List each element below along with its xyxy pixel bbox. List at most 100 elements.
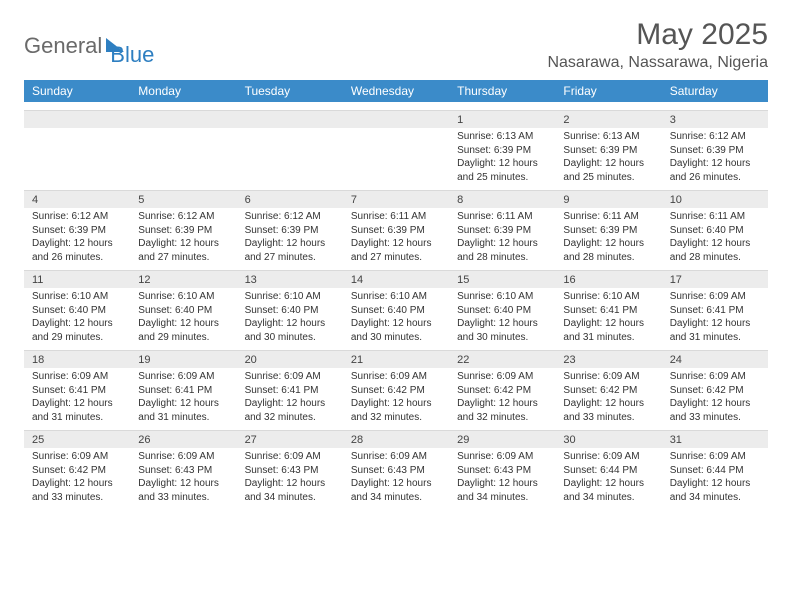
calendar-table: Sunday Monday Tuesday Wednesday Thursday… [24,80,768,102]
daylight-text: Daylight: 12 hours and 30 minutes. [457,317,547,344]
day-number: 19 [130,351,236,369]
day-detail-cell: Sunrise: 6:12 AMSunset: 6:39 PMDaylight:… [662,128,768,191]
weekday-header: Thursday [449,80,555,102]
sunset-text: Sunset: 6:41 PM [670,304,760,318]
daylight-text: Daylight: 12 hours and 32 minutes. [457,397,547,424]
sunset-text: Sunset: 6:39 PM [670,144,760,158]
sunset-text: Sunset: 6:40 PM [457,304,547,318]
sunset-text: Sunset: 6:42 PM [351,384,441,398]
sunset-text: Sunset: 6:40 PM [245,304,335,318]
weekday-header-row: Sunday Monday Tuesday Wednesday Thursday… [24,80,768,102]
day-detail-cell: Sunrise: 6:09 AMSunset: 6:43 PMDaylight:… [237,448,343,510]
day-detail-cell: Sunrise: 6:09 AMSunset: 6:44 PMDaylight:… [662,448,768,510]
sunrise-text: Sunrise: 6:09 AM [457,450,547,464]
sunrise-text: Sunrise: 6:12 AM [32,210,122,224]
sunset-text: Sunset: 6:42 PM [32,464,122,478]
sunset-text: Sunset: 6:39 PM [351,224,441,238]
day-detail-cell: Sunrise: 6:10 AMSunset: 6:41 PMDaylight:… [555,288,661,351]
sunrise-text: Sunrise: 6:09 AM [563,370,653,384]
daylight-text: Daylight: 12 hours and 31 minutes. [32,397,122,424]
day-number-row: 25262728293031 [24,431,768,449]
sunrise-text: Sunrise: 6:10 AM [32,290,122,304]
daylight-text: Daylight: 12 hours and 31 minutes. [138,397,228,424]
weekday-header: Tuesday [237,80,343,102]
calendar-body: 123Sunrise: 6:13 AMSunset: 6:39 PMDaylig… [24,110,768,510]
sunset-text: Sunset: 6:39 PM [32,224,122,238]
daylight-text: Daylight: 12 hours and 33 minutes. [138,477,228,504]
sunset-text: Sunset: 6:39 PM [563,144,653,158]
day-number: 28 [343,431,449,449]
day-detail-cell [343,128,449,191]
day-detail-row: Sunrise: 6:13 AMSunset: 6:39 PMDaylight:… [24,128,768,191]
sunrise-text: Sunrise: 6:09 AM [670,450,760,464]
sunset-text: Sunset: 6:44 PM [563,464,653,478]
day-detail-cell: Sunrise: 6:10 AMSunset: 6:40 PMDaylight:… [24,288,130,351]
sunrise-text: Sunrise: 6:10 AM [563,290,653,304]
sunrise-text: Sunrise: 6:09 AM [670,290,760,304]
day-number: 16 [555,271,661,289]
sunrise-text: Sunrise: 6:10 AM [138,290,228,304]
day-number: 24 [662,351,768,369]
logo-text-blue: Blue [110,42,154,68]
day-detail-row: Sunrise: 6:09 AMSunset: 6:42 PMDaylight:… [24,448,768,510]
sunrise-text: Sunrise: 6:09 AM [563,450,653,464]
day-number: 10 [662,191,768,209]
day-number-row: 123 [24,111,768,129]
sunrise-text: Sunrise: 6:09 AM [351,450,441,464]
sunset-text: Sunset: 6:42 PM [563,384,653,398]
sunset-text: Sunset: 6:39 PM [457,224,547,238]
day-detail-row: Sunrise: 6:10 AMSunset: 6:40 PMDaylight:… [24,288,768,351]
daylight-text: Daylight: 12 hours and 34 minutes. [351,477,441,504]
day-detail-cell: Sunrise: 6:11 AMSunset: 6:40 PMDaylight:… [662,208,768,271]
sunrise-text: Sunrise: 6:11 AM [457,210,547,224]
weekday-header: Monday [130,80,236,102]
sunrise-text: Sunrise: 6:10 AM [245,290,335,304]
sunrise-text: Sunrise: 6:09 AM [351,370,441,384]
daylight-text: Daylight: 12 hours and 34 minutes. [457,477,547,504]
day-detail-cell: Sunrise: 6:12 AMSunset: 6:39 PMDaylight:… [24,208,130,271]
day-detail-cell: Sunrise: 6:13 AMSunset: 6:39 PMDaylight:… [449,128,555,191]
daylight-text: Daylight: 12 hours and 30 minutes. [351,317,441,344]
day-detail-cell: Sunrise: 6:11 AMSunset: 6:39 PMDaylight:… [449,208,555,271]
sunrise-text: Sunrise: 6:09 AM [32,370,122,384]
day-number: 12 [130,271,236,289]
sunrise-text: Sunrise: 6:09 AM [457,370,547,384]
sunrise-text: Sunrise: 6:11 AM [670,210,760,224]
day-detail-cell: Sunrise: 6:13 AMSunset: 6:39 PMDaylight:… [555,128,661,191]
day-detail-cell: Sunrise: 6:09 AMSunset: 6:42 PMDaylight:… [662,368,768,431]
logo-text-general: General [24,33,102,59]
day-detail-cell: Sunrise: 6:09 AMSunset: 6:44 PMDaylight:… [555,448,661,510]
sunset-text: Sunset: 6:43 PM [351,464,441,478]
sunrise-text: Sunrise: 6:09 AM [670,370,760,384]
sunset-text: Sunset: 6:41 PM [245,384,335,398]
day-number: 13 [237,271,343,289]
day-number: 9 [555,191,661,209]
sunset-text: Sunset: 6:42 PM [670,384,760,398]
day-number: 18 [24,351,130,369]
day-detail-cell: Sunrise: 6:11 AMSunset: 6:39 PMDaylight:… [555,208,661,271]
logo: General Blue [24,24,154,68]
day-detail-row: Sunrise: 6:12 AMSunset: 6:39 PMDaylight:… [24,208,768,271]
sunset-text: Sunset: 6:40 PM [670,224,760,238]
sunrise-text: Sunrise: 6:09 AM [245,370,335,384]
day-number: 3 [662,111,768,129]
daylight-text: Daylight: 12 hours and 28 minutes. [563,237,653,264]
sunset-text: Sunset: 6:43 PM [245,464,335,478]
daylight-text: Daylight: 12 hours and 25 minutes. [457,157,547,184]
day-number: 15 [449,271,555,289]
daylight-text: Daylight: 12 hours and 26 minutes. [670,157,760,184]
sunset-text: Sunset: 6:40 PM [138,304,228,318]
sunrise-text: Sunrise: 6:12 AM [138,210,228,224]
weekday-header: Saturday [662,80,768,102]
daylight-text: Daylight: 12 hours and 26 minutes. [32,237,122,264]
day-detail-cell: Sunrise: 6:10 AMSunset: 6:40 PMDaylight:… [237,288,343,351]
day-number: 17 [662,271,768,289]
day-detail-cell: Sunrise: 6:11 AMSunset: 6:39 PMDaylight:… [343,208,449,271]
day-number-row: 18192021222324 [24,351,768,369]
sunrise-text: Sunrise: 6:09 AM [138,370,228,384]
daylight-text: Daylight: 12 hours and 34 minutes. [563,477,653,504]
day-detail-cell: Sunrise: 6:10 AMSunset: 6:40 PMDaylight:… [449,288,555,351]
sunset-text: Sunset: 6:41 PM [563,304,653,318]
sunrise-text: Sunrise: 6:09 AM [32,450,122,464]
daylight-text: Daylight: 12 hours and 33 minutes. [32,477,122,504]
